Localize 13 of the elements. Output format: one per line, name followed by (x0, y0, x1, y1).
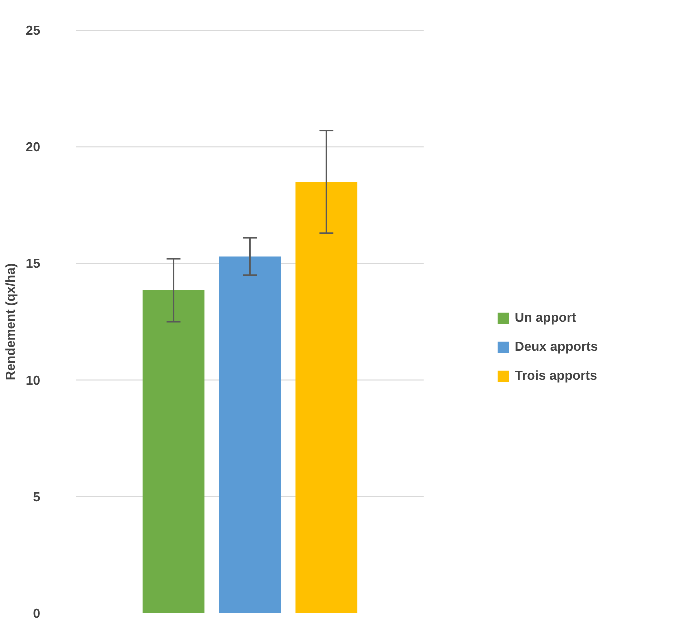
bar (296, 182, 358, 614)
y-tick-label: 0 (33, 606, 41, 621)
y-tick-label: 10 (26, 372, 41, 388)
legend-label: Deux apports (515, 339, 598, 354)
legend-label: Un apport (515, 310, 576, 325)
y-tick-label: 15 (26, 256, 41, 272)
y-tick-label: 5 (33, 489, 41, 504)
y-tick-label: 25 (26, 23, 41, 38)
y-tick-label: 20 (26, 140, 41, 155)
legend-label: Trois apports (515, 368, 598, 383)
y-axis-title: Rendement (qx/ha) (3, 263, 18, 381)
bar (142, 290, 205, 614)
bar (219, 256, 282, 614)
